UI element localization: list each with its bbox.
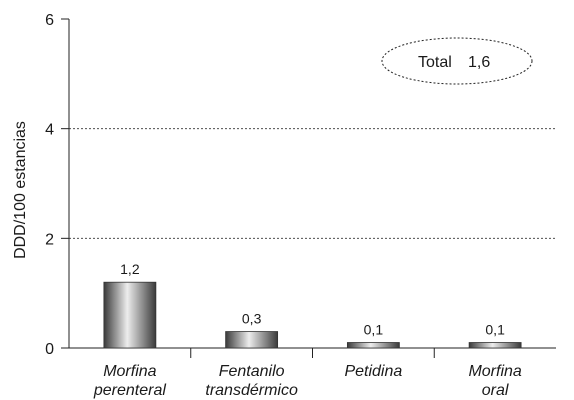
category-label: Petidina [344,363,402,380]
x-ticks [190,348,435,358]
category-label: oral [482,382,509,399]
bars [103,281,522,349]
y-ticks: 0 2 4 6 [45,12,69,358]
y-axis-label: DDD/100 estancias [12,121,29,259]
bar-value-label: 0,1 [364,322,384,338]
bar [468,342,522,349]
y-tick-label: 0 [45,341,54,358]
gridlines [69,128,556,239]
category-label: Morfina [468,363,521,380]
total-annotation: Total 1,6 [381,37,533,85]
total-value: 1,6 [468,54,490,71]
total-ellipse [381,37,533,85]
category-labels: Morfina perenteral Fentanilo transdérmico Pe… [93,363,522,399]
y-tick-label: 6 [45,12,54,29]
bar [103,281,157,349]
bar [346,342,400,349]
y-tick-label: 2 [45,231,54,248]
category-label: perenteral [93,382,166,399]
bar-value-label: 1,2 [120,261,140,277]
total-label: Total [418,54,452,71]
bar-value-labels: 1,2 0,3 0,1 0,1 [120,261,505,337]
bar-value-label: 0,1 [485,322,505,338]
category-label: transdérmico [205,382,298,399]
bar [225,331,279,349]
category-label: Fentanilo [219,363,285,380]
y-tick-label: 4 [45,122,54,139]
category-label: Morfina [103,363,156,380]
bar-value-label: 0,3 [242,311,262,327]
